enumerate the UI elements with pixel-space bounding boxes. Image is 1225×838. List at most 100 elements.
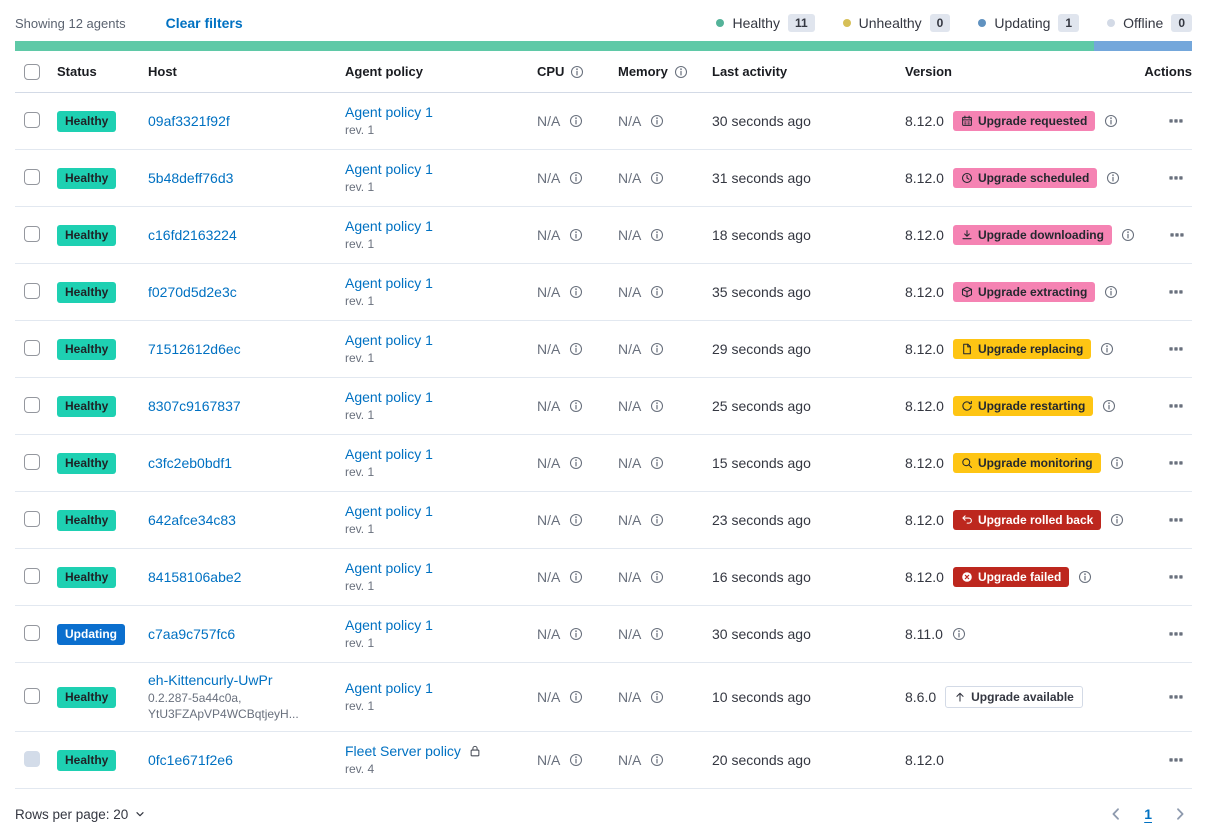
policy-link[interactable]: Agent policy 1 — [345, 331, 433, 348]
cpu-value: N/A — [537, 341, 561, 357]
row-checkbox[interactable] — [24, 111, 40, 128]
last-activity-value: 25 seconds ago — [712, 398, 811, 414]
info-icon[interactable] — [650, 690, 664, 704]
info-icon[interactable] — [650, 114, 664, 128]
info-icon[interactable] — [1078, 570, 1092, 584]
row-checkbox[interactable] — [24, 453, 40, 470]
info-icon[interactable] — [569, 690, 583, 704]
next-page-button[interactable] — [1172, 806, 1188, 822]
host-link[interactable]: 09af3321f92f — [148, 113, 230, 129]
last-activity-value: 10 seconds ago — [712, 689, 811, 706]
host-link[interactable]: c7aa9c757fc6 — [148, 626, 236, 642]
host-link[interactable]: 71512612d6ec — [148, 341, 241, 357]
host-link[interactable]: 642afce34c83 — [148, 512, 236, 528]
info-icon[interactable] — [569, 753, 583, 767]
info-icon[interactable] — [569, 513, 583, 527]
row-checkbox[interactable] — [24, 687, 40, 704]
row-actions-button[interactable] — [1164, 565, 1188, 589]
info-icon[interactable] — [650, 399, 664, 413]
host-link[interactable]: 84158106abe2 — [148, 569, 242, 585]
policy-link[interactable]: Agent policy 1 — [345, 616, 433, 633]
row-checkbox[interactable] — [24, 168, 40, 185]
info-icon[interactable] — [650, 342, 664, 356]
policy-link[interactable]: Agent policy 1 — [345, 388, 433, 405]
info-icon[interactable] — [1110, 456, 1124, 470]
info-icon[interactable] — [569, 456, 583, 470]
host-link[interactable]: eh-Kittencurly-UwPr — [148, 672, 273, 688]
updating-dot-icon — [978, 19, 987, 27]
row-checkbox[interactable] — [24, 510, 40, 527]
info-icon[interactable] — [650, 570, 664, 584]
row-checkbox[interactable] — [24, 396, 40, 413]
policy-link[interactable]: Agent policy 1 — [345, 680, 433, 697]
info-icon[interactable] — [1104, 285, 1118, 299]
host-link[interactable]: c16fd2163224 — [148, 227, 237, 243]
row-actions-button[interactable] — [1164, 166, 1188, 190]
row-actions-button[interactable] — [1164, 337, 1188, 361]
info-icon[interactable] — [650, 456, 664, 470]
policy-link[interactable]: Agent policy 1 — [345, 502, 433, 519]
previous-page-button[interactable] — [1108, 806, 1124, 822]
info-icon[interactable] — [569, 399, 583, 413]
row-actions-button[interactable] — [1164, 508, 1188, 532]
info-icon[interactable] — [569, 570, 583, 584]
row-actions-button[interactable] — [1164, 451, 1188, 475]
row-checkbox[interactable] — [24, 339, 40, 356]
info-icon[interactable] — [650, 627, 664, 641]
policy-link[interactable]: Agent policy 1 — [345, 559, 433, 576]
boxes-horizontal-icon — [1168, 113, 1184, 129]
clear-filters-link[interactable]: Clear filters — [165, 15, 243, 31]
row-checkbox[interactable] — [24, 624, 40, 641]
table-body: Healthy 09af3321f92f Agent policy 1 rev.… — [15, 93, 1192, 790]
host-link[interactable]: c3fc2eb0bdf1 — [148, 455, 233, 471]
row-actions-button[interactable] — [1165, 223, 1189, 247]
info-icon[interactable] — [1106, 171, 1120, 185]
info-icon[interactable] — [569, 627, 583, 641]
info-icon[interactable] — [650, 171, 664, 185]
select-all-checkbox[interactable] — [24, 63, 40, 80]
info-icon[interactable] — [1100, 342, 1114, 356]
info-icon[interactable] — [1104, 114, 1118, 128]
row-actions-button[interactable] — [1164, 622, 1188, 646]
info-icon[interactable] — [569, 342, 583, 356]
row-actions-button[interactable] — [1164, 748, 1188, 772]
row-checkbox[interactable] — [24, 225, 40, 242]
policy-link[interactable]: Agent policy 1 — [345, 160, 433, 177]
row-actions-button[interactable] — [1164, 685, 1188, 709]
page-number[interactable]: 1 — [1144, 806, 1152, 823]
row-actions-button[interactable] — [1164, 109, 1188, 133]
status-badge: Healthy — [57, 224, 117, 246]
info-icon[interactable] — [569, 228, 583, 242]
info-icon[interactable] — [569, 285, 583, 299]
host-link[interactable]: 8307c9167837 — [148, 398, 241, 414]
info-icon[interactable] — [650, 753, 664, 767]
policy-link[interactable]: Fleet Server policy — [345, 743, 461, 760]
legend-item-offline: Offline 0 — [1107, 14, 1192, 32]
info-icon[interactable] — [569, 171, 583, 185]
info-icon[interactable] — [570, 65, 584, 79]
info-icon[interactable] — [1121, 228, 1135, 242]
policy-link[interactable]: Agent policy 1 — [345, 217, 433, 234]
policy-link[interactable]: Agent policy 1 — [345, 274, 433, 291]
host-link[interactable]: 5b48deff76d3 — [148, 170, 234, 186]
host-link[interactable]: 0fc1e671f2e6 — [148, 752, 233, 769]
info-icon[interactable] — [569, 114, 583, 128]
policy-link[interactable]: Agent policy 1 — [345, 445, 433, 462]
info-icon[interactable] — [650, 228, 664, 242]
memory-value: N/A — [618, 689, 642, 706]
rows-per-page-button[interactable]: Rows per page: 20 — [15, 807, 146, 822]
info-icon[interactable] — [674, 65, 688, 79]
offline-dot-icon — [1107, 19, 1116, 27]
info-icon[interactable] — [1102, 399, 1116, 413]
info-icon[interactable] — [952, 627, 966, 641]
row-checkbox[interactable] — [24, 282, 40, 299]
cpu-value: N/A — [537, 752, 561, 769]
policy-link[interactable]: Agent policy 1 — [345, 103, 433, 120]
info-icon[interactable] — [1110, 513, 1124, 527]
host-link[interactable]: f0270d5d2e3c — [148, 284, 237, 300]
row-checkbox[interactable] — [24, 567, 40, 584]
info-icon[interactable] — [650, 285, 664, 299]
row-actions-button[interactable] — [1164, 394, 1188, 418]
info-icon[interactable] — [650, 513, 664, 527]
row-actions-button[interactable] — [1164, 280, 1188, 304]
